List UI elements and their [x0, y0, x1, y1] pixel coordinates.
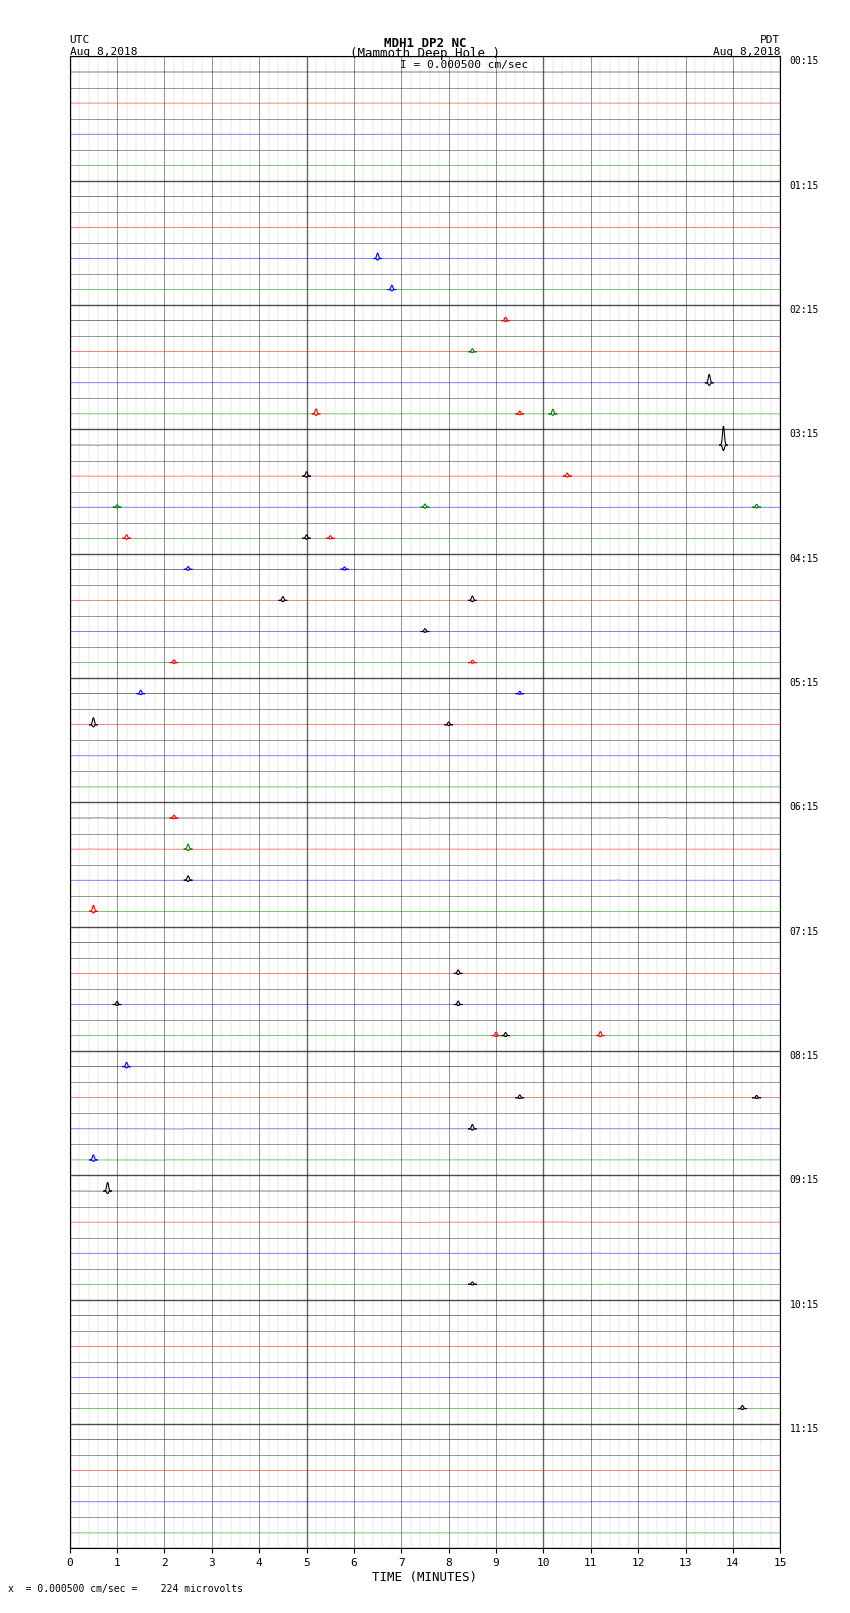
Text: MDH1 DP2 NC: MDH1 DP2 NC [383, 37, 467, 50]
Text: UTC: UTC [70, 35, 90, 45]
Text: Aug 8,2018: Aug 8,2018 [713, 47, 780, 56]
Text: 08:15: 08:15 [790, 1052, 819, 1061]
Text: 00:15: 00:15 [790, 56, 819, 66]
Text: 11:15: 11:15 [790, 1424, 819, 1434]
Text: I = 0.000500 cm/sec: I = 0.000500 cm/sec [400, 60, 528, 69]
X-axis label: TIME (MINUTES): TIME (MINUTES) [372, 1571, 478, 1584]
Text: 10:15: 10:15 [790, 1300, 819, 1310]
Text: x  = 0.000500 cm/sec =    224 microvolts: x = 0.000500 cm/sec = 224 microvolts [8, 1584, 243, 1594]
Text: Aug 8,2018: Aug 8,2018 [70, 47, 137, 56]
Text: 02:15: 02:15 [790, 305, 819, 315]
Text: PDT: PDT [760, 35, 780, 45]
Text: 01:15: 01:15 [790, 181, 819, 190]
Text: 06:15: 06:15 [790, 803, 819, 813]
Text: 05:15: 05:15 [790, 677, 819, 689]
Text: 09:15: 09:15 [790, 1176, 819, 1186]
Text: 03:15: 03:15 [790, 429, 819, 439]
Text: 04:15: 04:15 [790, 553, 819, 565]
Text: 07:15: 07:15 [790, 927, 819, 937]
Text: (Mammoth Deep Hole ): (Mammoth Deep Hole ) [350, 47, 500, 60]
